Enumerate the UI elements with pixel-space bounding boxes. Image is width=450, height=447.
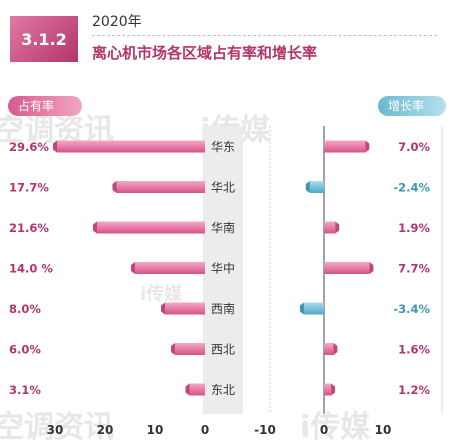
watermark: 空调资讯: [0, 410, 114, 445]
growth-bar-cap: [299, 302, 304, 315]
category-band: [203, 126, 243, 414]
share-value-label: 3.1%: [9, 383, 41, 397]
share-bar: [165, 302, 205, 315]
growth-value-label: 1.2%: [398, 383, 430, 397]
share-bar-cap: [93, 221, 97, 234]
legend-share: 占有率: [8, 96, 82, 116]
header-divider: [92, 35, 437, 36]
share-tick-label: 0: [201, 423, 209, 437]
share-bar-cap: [171, 343, 175, 355]
growth-tick-label: 0: [320, 423, 328, 437]
share-bar-cap: [185, 383, 190, 396]
category-label: 东北: [211, 383, 235, 397]
growth-value-label: 1.9%: [398, 221, 430, 235]
category-label: 华东: [211, 140, 235, 154]
growth-tick-label: -10: [254, 423, 276, 437]
category-label: 华南: [211, 220, 235, 235]
share-bar: [135, 262, 205, 274]
growth-value-label: 7.0%: [398, 140, 430, 154]
share-bar-cap: [53, 140, 57, 153]
share-value-label: 8.0%: [9, 302, 41, 316]
category-label: 华北: [211, 181, 235, 195]
growth-bar: [324, 262, 370, 274]
share-tick-label: 10: [147, 423, 164, 437]
share-bar: [97, 221, 205, 234]
growth-bar: [324, 343, 334, 355]
section-number: 3.1.2: [21, 29, 67, 49]
share-bar-cap: [161, 302, 165, 315]
share-bar: [175, 343, 205, 355]
share-bar: [57, 140, 205, 153]
growth-bar-cap: [333, 343, 338, 355]
growth-bar: [324, 140, 366, 153]
watermark: i传媒: [300, 410, 371, 445]
share-bar: [189, 383, 205, 396]
growth-bar-cap: [369, 262, 374, 274]
growth-bar-cap: [335, 221, 340, 234]
share-bar-cap: [131, 262, 135, 274]
share-value-label: 14.0 %: [9, 262, 53, 276]
share-value-label: 17.7%: [9, 181, 49, 195]
growth-bar-cap: [365, 140, 370, 153]
growth-bar: [324, 221, 336, 234]
growth-value-label: 7.7%: [398, 262, 430, 276]
growth-bar: [324, 383, 332, 396]
growth-bar-cap: [331, 383, 336, 396]
growth-bar-cap: [305, 181, 310, 193]
category-label: 西北: [211, 343, 235, 357]
growth-value-label: -3.4%: [393, 302, 430, 316]
share-tick-label: 30: [47, 423, 64, 437]
growth-value-label: 1.6%: [398, 343, 430, 357]
growth-tick-label: 10: [375, 423, 392, 437]
legend-share-label: 占有率: [18, 99, 55, 113]
chart-year: 2020年: [92, 14, 142, 30]
share-bar-cap: [112, 181, 117, 193]
category-label: 华中: [211, 261, 235, 276]
growth-value-label: -2.4%: [393, 181, 430, 195]
section-badge: 3.1.2: [10, 16, 78, 62]
growth-bar: [303, 302, 324, 315]
category-label: 西南: [211, 301, 235, 316]
share-value-label: 21.6%: [9, 221, 49, 235]
growth-bar: [309, 181, 324, 193]
share-tick-label: 20: [97, 423, 114, 437]
legend-growth: 增长率: [378, 96, 446, 116]
watermark: i传媒: [140, 283, 183, 305]
chart-title: 离心机市场各区域占有率和增长率: [92, 44, 318, 62]
share-bar: [116, 181, 205, 193]
legend-growth-label: 增长率: [388, 99, 425, 113]
share-value-label: 29.6%: [9, 140, 49, 154]
share-value-label: 6.0%: [9, 343, 41, 357]
